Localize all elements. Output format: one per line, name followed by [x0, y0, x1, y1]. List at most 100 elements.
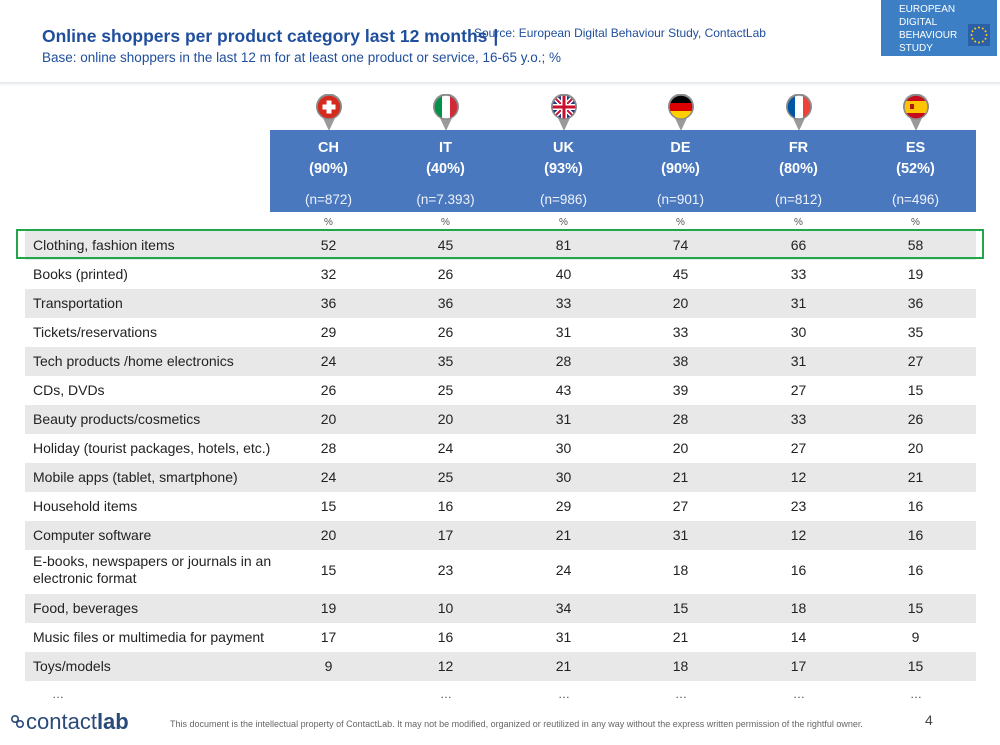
table-cell: 36 [907, 295, 924, 311]
table-cell: 9 [324, 658, 333, 674]
study-logo: EUROPEAN DIGITAL BEHAVIOUR STUDY [881, 0, 997, 56]
slide-title: Online shoppers per product category las… [42, 26, 498, 47]
table-cell: 27 [790, 440, 807, 456]
table-cell: 12 [437, 658, 454, 674]
table-cell: 31 [672, 527, 689, 543]
table-cell: 16 [907, 498, 924, 514]
row-label: Transportation [33, 295, 123, 311]
highlight-box [16, 229, 984, 259]
table-cell: 38 [672, 353, 689, 369]
table-cell: 12 [790, 469, 807, 485]
row-label: Computer software [33, 527, 152, 543]
table-cell: 24 [320, 353, 337, 369]
row-label: Clothing, fashion items [33, 237, 175, 253]
copyright-notice: This document is the intellectual proper… [170, 719, 863, 729]
table-cell: 31 [790, 353, 807, 369]
ellipsis: … [52, 687, 64, 701]
table-cell: 29 [555, 498, 572, 514]
table-cell: 26 [437, 266, 454, 282]
table-cell: 23 [437, 562, 454, 578]
source-note: Source: European Digital Behaviour Study… [474, 26, 766, 40]
france-flag-icon [786, 94, 812, 131]
table-cell: 15 [672, 600, 689, 616]
table-cell: 15 [320, 498, 337, 514]
row-label: Household items [33, 498, 138, 514]
eu-stars-icon [968, 24, 990, 46]
table-cell: 32 [320, 266, 337, 282]
table-cell: 33 [790, 266, 807, 282]
table-row: Food, beverages 19 10 34 15 18 15 [25, 594, 976, 623]
italy-flag-icon [433, 94, 459, 131]
table-cell: 18 [672, 658, 689, 674]
table-cell: 27 [672, 498, 689, 514]
table-cell: 43 [555, 382, 572, 398]
table-cell: 24 [320, 469, 337, 485]
table-cell: 20 [672, 295, 689, 311]
unit-marker: % [911, 217, 920, 228]
table-cell: 30 [555, 440, 572, 456]
row-label: Tech products /home electronics [33, 353, 234, 369]
table-cell: 29 [320, 324, 337, 340]
table-cell: 45 [437, 237, 454, 253]
table-row: Tickets/reservations 29 26 31 33 30 35 [25, 318, 976, 347]
table-cell: 28 [320, 440, 337, 456]
table-cell: 74 [672, 237, 689, 253]
row-label: Beauty products/cosmetics [33, 411, 201, 427]
table-cell: 28 [672, 411, 689, 427]
table-cell: 26 [320, 382, 337, 398]
title-text: Online shoppers per product category las… [42, 26, 488, 46]
header-divider [0, 82, 1000, 86]
contactlab-mark-icon [10, 714, 25, 729]
ellipsis: … [675, 687, 687, 701]
row-label: CDs, DVDs [33, 382, 105, 398]
ellipsis: … [910, 687, 922, 701]
table-cell: 31 [790, 295, 807, 311]
table-cell: 45 [672, 266, 689, 282]
table-cell: 39 [672, 382, 689, 398]
study-logo-text: EUROPEAN DIGITAL BEHAVIOUR STUDY [899, 4, 958, 54]
table-cell: 25 [437, 382, 454, 398]
row-label: E-books, newspapers or journals in an el… [33, 553, 272, 586]
uk-flag-icon [551, 94, 577, 131]
table-cell: 26 [907, 411, 924, 427]
row-label: Music files or multimedia for payment [33, 629, 265, 645]
table-cell: 25 [437, 469, 454, 485]
table-cell: 21 [555, 527, 572, 543]
table-cell: 15 [907, 382, 924, 398]
table-cell: 9 [911, 629, 920, 645]
row-label: Holiday (tourist packages, hotels, etc.) [33, 440, 271, 456]
table-cell: 18 [790, 600, 807, 616]
table-cell: 14 [790, 629, 807, 645]
table-row: Transportation 36 36 33 20 31 36 [25, 289, 976, 318]
row-label: Mobile apps (tablet, smartphone) [33, 469, 238, 485]
table-row: Mobile apps (tablet, smartphone) 24 25 30 21… [25, 463, 976, 492]
table-cell: 31 [555, 411, 572, 427]
table-cell: 16 [437, 629, 454, 645]
table-row: E-books, newspapers or journals in an el… [25, 550, 976, 594]
table-cell: 17 [437, 527, 454, 543]
table-row: Tech products /home electronics 24 35 28 38 3… [25, 347, 976, 376]
table-cell: 36 [320, 295, 337, 311]
table-cell: 23 [790, 498, 807, 514]
table-cell: 12 [790, 527, 807, 543]
ellipsis: … [558, 687, 570, 701]
table-cell: 33 [790, 411, 807, 427]
table-cell: 34 [555, 600, 572, 616]
table-cell: 66 [790, 237, 807, 253]
base-note: Base: online shoppers in the last 12 m f… [42, 50, 562, 65]
table-row: Books (printed) 32 26 40 45 33 19 [25, 260, 976, 289]
table-cell: 20 [672, 440, 689, 456]
country-header: CH (90%) (n=872) IT (40%) (n=7.393) UK (… [270, 130, 976, 212]
table-cell: 20 [437, 411, 454, 427]
table-cell: 31 [555, 629, 572, 645]
table-row: Holiday (tourist packages, hotels, etc.)… [25, 434, 976, 463]
table-cell: 52 [320, 237, 337, 253]
table-cell: 20 [907, 440, 924, 456]
unit-marker: % [559, 217, 568, 228]
table-cell: 16 [437, 498, 454, 514]
contactlab-logo: contactlab [10, 709, 129, 735]
unit-marker: % [441, 217, 450, 228]
ellipsis: … [440, 687, 452, 701]
row-label: Books (printed) [33, 266, 128, 282]
table-cell: 19 [907, 266, 924, 282]
